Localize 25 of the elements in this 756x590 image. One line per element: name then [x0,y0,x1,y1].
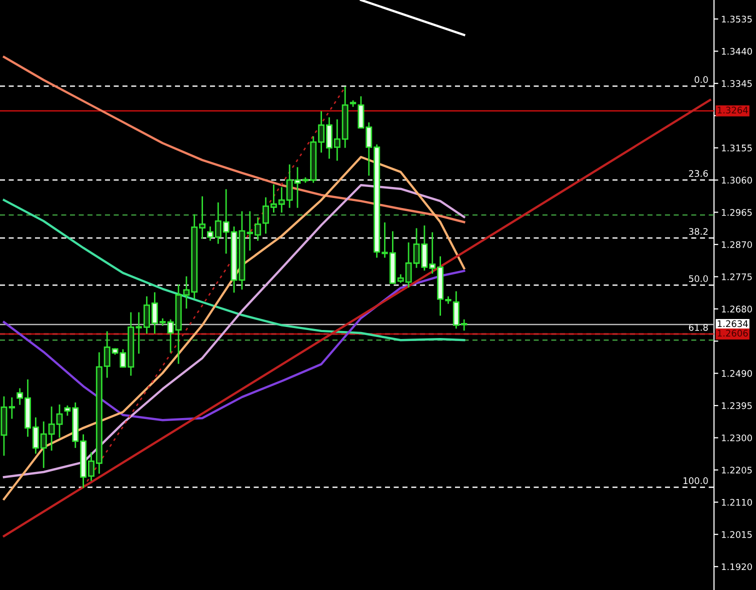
y-tick-label: 1.3535 [722,16,752,23]
y-tick-label: 1.2680 [722,306,752,312]
y-tick-label: 1.3060 [722,176,752,184]
y-tick-label: 1.2300 [722,434,752,442]
y-tick-label: 1.3155 [722,144,752,152]
y-tick-label: 1.3440 [722,48,752,55]
y-tick-label: 1.2490 [722,370,752,377]
ref-line-label: 1.2606 [718,330,748,337]
y-tick-label: 1.2110 [722,498,752,506]
annotation: 38.2 [689,228,708,235]
y-tick-label: 1.2205 [722,466,752,474]
annotation: 100.0 [684,477,708,484]
annotation: 50.0 [689,275,708,282]
y-tick-label: 1.3345 [722,80,752,87]
y-tick-label: 1.2965 [722,208,752,216]
y-tick-label: 1.2015 [722,531,752,538]
y-tick-label: 1.2870 [722,241,752,248]
y-tick-label: 1.2395 [722,402,752,410]
y-tick-label: 1.1920 [722,563,752,570]
annotation: 23.6 [689,170,708,177]
ref-line-label: 1.2634 [718,320,748,328]
annotation: 0.0 [694,76,708,83]
ref-line-label: 1.3264 [718,106,748,114]
y-tick-label: 1.2775 [722,273,752,280]
annotation: 61.8 [688,324,708,331]
